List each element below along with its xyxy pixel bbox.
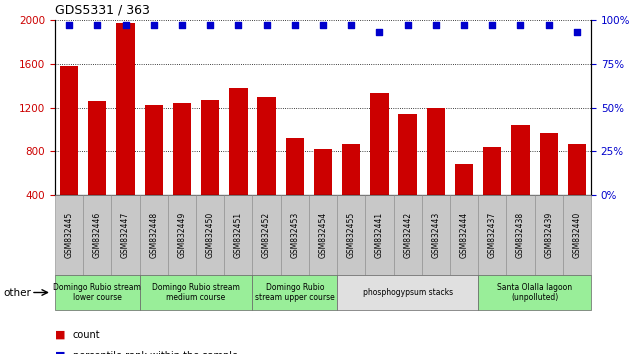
Point <box>261 22 271 28</box>
Point <box>177 22 187 28</box>
Text: GSM832444: GSM832444 <box>459 212 469 258</box>
Bar <box>88 101 107 239</box>
Text: GSM832454: GSM832454 <box>319 212 327 258</box>
Bar <box>511 125 529 239</box>
Point <box>92 22 102 28</box>
Text: ■: ■ <box>55 330 66 340</box>
Bar <box>173 103 191 239</box>
Text: GSM832450: GSM832450 <box>206 212 215 258</box>
Text: Santa Olalla lagoon
(unpolluted): Santa Olalla lagoon (unpolluted) <box>497 283 572 302</box>
Text: GSM832449: GSM832449 <box>177 212 186 258</box>
Text: ■: ■ <box>55 351 66 354</box>
Bar <box>398 114 417 239</box>
Text: GSM832443: GSM832443 <box>432 212 440 258</box>
Text: GSM832439: GSM832439 <box>544 212 553 258</box>
Text: GSM832442: GSM832442 <box>403 212 412 258</box>
Point <box>487 22 497 28</box>
Text: percentile rank within the sample: percentile rank within the sample <box>73 351 238 354</box>
Point <box>290 22 300 28</box>
Bar <box>116 23 134 239</box>
Point <box>318 22 328 28</box>
Point <box>516 22 526 28</box>
Bar <box>286 138 304 239</box>
Point <box>121 22 131 28</box>
Text: GSM832446: GSM832446 <box>93 212 102 258</box>
Bar <box>370 93 389 239</box>
Text: other: other <box>3 287 31 297</box>
Text: Domingo Rubio
stream upper course: Domingo Rubio stream upper course <box>255 283 334 302</box>
Bar <box>144 105 163 239</box>
Point <box>205 22 215 28</box>
Text: GSM832438: GSM832438 <box>516 212 525 258</box>
Bar <box>483 147 502 239</box>
Text: GSM832451: GSM832451 <box>234 212 243 258</box>
Bar <box>314 149 332 239</box>
Text: GSM832448: GSM832448 <box>150 212 158 258</box>
Text: count: count <box>73 330 100 340</box>
Point <box>64 22 74 28</box>
Text: Domingo Rubio stream
lower course: Domingo Rubio stream lower course <box>54 283 141 302</box>
Text: GSM832453: GSM832453 <box>290 212 299 258</box>
Point <box>346 22 357 28</box>
Bar <box>342 144 360 239</box>
Text: Domingo Rubio stream
medium course: Domingo Rubio stream medium course <box>152 283 240 302</box>
Point <box>403 22 413 28</box>
Bar <box>257 97 276 239</box>
Point <box>459 22 469 28</box>
Point <box>233 22 244 28</box>
Text: GSM832437: GSM832437 <box>488 212 497 258</box>
Text: GSM832452: GSM832452 <box>262 212 271 258</box>
Bar <box>60 66 78 239</box>
Bar <box>229 88 247 239</box>
Text: GDS5331 / 363: GDS5331 / 363 <box>55 4 150 16</box>
Point <box>572 29 582 35</box>
Bar <box>568 144 586 239</box>
Text: GSM832441: GSM832441 <box>375 212 384 258</box>
Bar <box>427 108 445 239</box>
Text: phosphogypsum stacks: phosphogypsum stacks <box>363 288 452 297</box>
Point <box>431 22 441 28</box>
Bar <box>540 133 558 239</box>
Bar <box>455 164 473 239</box>
Bar <box>201 100 220 239</box>
Point <box>149 22 159 28</box>
Text: GSM832447: GSM832447 <box>121 212 130 258</box>
Point <box>544 22 554 28</box>
Text: GSM832440: GSM832440 <box>572 212 581 258</box>
Point <box>374 29 384 35</box>
Text: GSM832455: GSM832455 <box>346 212 356 258</box>
Text: GSM832445: GSM832445 <box>64 212 74 258</box>
